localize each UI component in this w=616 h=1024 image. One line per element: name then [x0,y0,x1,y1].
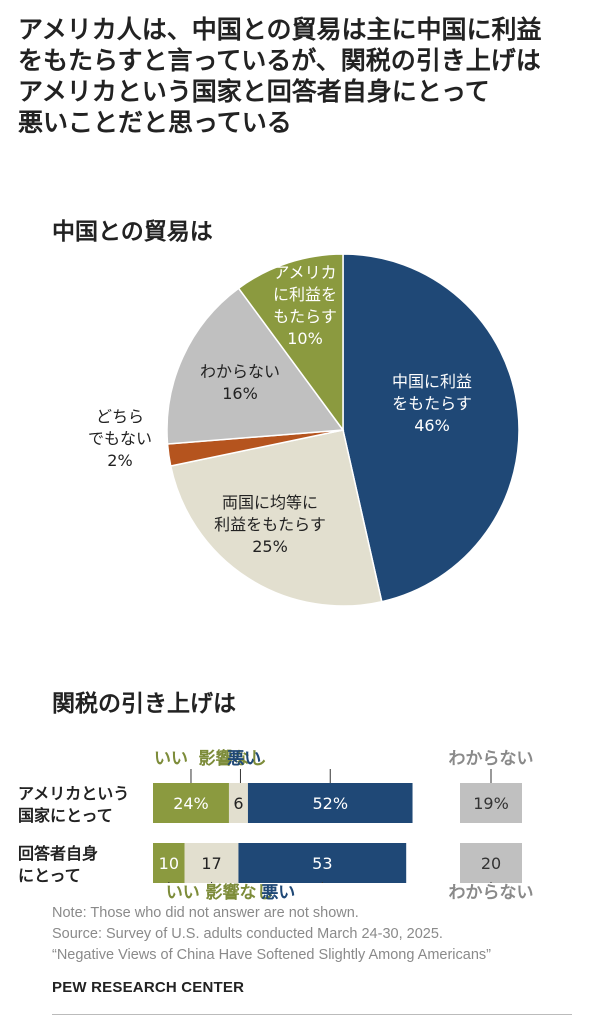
bottom-divider [52,1014,572,1015]
bar-series-label: いい [154,749,188,769]
bar-value-label: 20 [481,854,501,873]
bar-segment [153,783,229,823]
bar-category-label: 回答者自身 [18,844,98,863]
bar-category-label: アメリカという [18,784,129,803]
pie-slice [237,253,344,433]
bar-value-label: 53 [312,854,332,873]
bar-value-label: 10 [159,854,179,873]
pie-chart-title: 中国との貿易は [52,219,213,245]
source-text: Source: Survey of U.S. adults conducted … [52,926,443,942]
bar-series-label: 悪い [227,749,261,769]
brand-logo-text: PEW RESEARCH CENTER [52,979,245,996]
pie-slice-value: 46% [414,416,450,435]
bar-value-label: 17 [201,854,221,873]
pie-slice [166,287,345,445]
bar-segment [153,843,185,883]
bar-segment [238,843,407,883]
pie-slice-label-line: でもない [88,429,152,448]
pie-slice-label-line: 両国に均等に [222,493,318,512]
bar-segment [228,783,248,823]
pie-slice-value: 10% [287,329,323,348]
pie-slice-label-line: をもたらす [392,394,472,413]
footer-notes: Note: Those who did not answer are not s… [52,903,491,966]
bar-value-label: 24% [173,794,209,813]
bar-series-label: わからない [449,883,534,900]
pie-slice-label: わからない 16% [200,362,280,403]
bar-category-label: にとって [18,866,81,885]
pie-slice-value: 16% [222,384,258,403]
bar-segment-dont-know [460,843,522,883]
pie-slice-label-line: どちら [96,407,144,426]
pie-slice-label-line: 中国に利益 [392,372,472,391]
note-text: Note: Those who did not answer are not s… [52,905,359,921]
pie-slice-label-line: アメリカ [273,263,336,282]
pie-slice-value: 2% [107,451,132,470]
bar-series-label: 影響なし [206,882,274,900]
report-title-text: “Negative Views of China Have Softened S… [52,947,491,963]
bar-series-label: 悪い [261,883,295,900]
pie-slice-value: 25% [252,537,288,556]
pie-slice-label-line: に利益を [273,285,337,304]
bar-series-label: 影響なし [198,748,266,769]
pie-slice-label-line: わからない [200,362,280,381]
bar-segment [184,843,239,883]
pie-slice [169,429,383,607]
bar-chart-title: 関税の引き上げは [52,691,236,717]
page-title: アメリカ人は、中国との貿易は主に中国に利益 をもたらすと言っているが、関税の引き… [18,15,542,137]
pie-slice-label-line: もたらす [273,307,337,326]
bar-value-label: 19% [473,794,509,813]
bar-series-label: わからない [449,749,534,769]
pie-slice-label-line: 利益をもたらす [214,515,326,534]
bar-category-label: 国家にとって [18,806,113,825]
pie-slice [342,253,520,603]
bar-segment-dont-know [460,783,522,823]
bar-value-label: 6 [233,794,243,813]
bar-series-label: いい [166,883,200,900]
bar-segment [247,783,413,823]
bar-value-label: 52% [312,794,348,813]
